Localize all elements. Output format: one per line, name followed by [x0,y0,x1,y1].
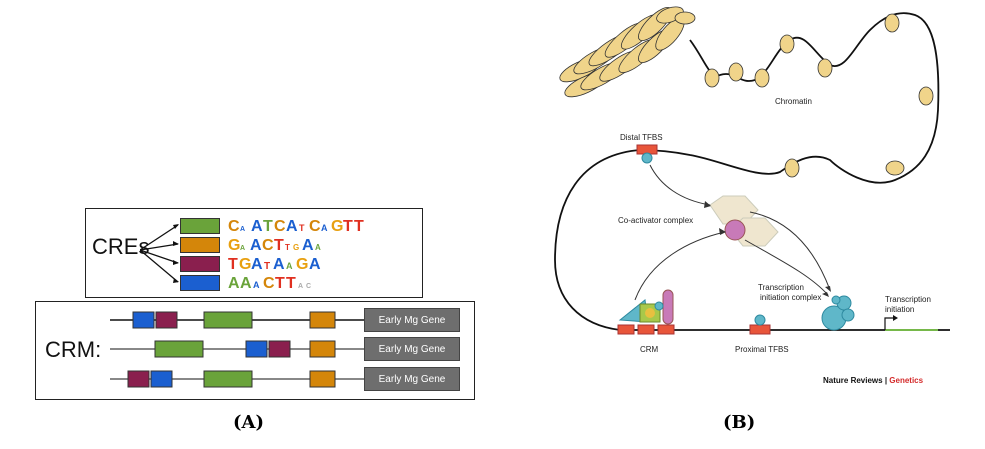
compacted-chromatin [559,6,696,98]
crm-row-2 [110,340,365,358]
motif-logo-2: G A A C T T G A A [228,237,321,254]
coactivator-hexagon-1 [709,195,759,225]
svg-text:T: T [299,223,305,233]
coactivator-sphere [724,219,746,241]
svg-text:A: A [273,256,285,273]
ti-label-line2: initiation [885,305,914,314]
svg-text:T: T [285,243,290,252]
cres-box [85,208,423,298]
crm-row-3 [110,370,365,388]
crm-site-2 [637,324,655,335]
svg-text:T: T [264,261,270,272]
proximal-tfbs-label: Proximal TFBS [735,345,789,354]
svg-text:A: A [286,218,298,235]
svg-text:C: C [274,218,286,235]
svg-text:A: A [302,237,314,254]
crm-label: CRM: [45,337,102,362]
caption-b: (B) [723,412,756,433]
distal-tf-protein [641,152,653,164]
crm-protein-pink [662,289,674,325]
svg-text:A: A [250,237,262,254]
svg-text:T: T [354,218,364,235]
svg-text:A: A [315,243,321,252]
crm-diagram-label: CRM [640,345,659,354]
cre-box-orange [180,237,220,253]
motif-logos: C A A T C A T C A G T T G A A C T T G A … [228,218,364,292]
svg-text:A: A [240,226,245,233]
svg-text:T: T [263,218,273,235]
gene-box-2: Early Mg Gene [364,337,460,361]
distal-tfbs-label: Distal TFBS [620,133,663,142]
svg-text:A: A [240,245,245,252]
crm-rows [110,311,365,388]
tss-arrow [884,317,895,330]
svg-text:A: A [253,280,260,290]
svg-text:A: A [240,275,252,292]
svg-text:C: C [228,218,240,235]
svg-text:C: C [306,283,311,290]
proximal-tfbs [749,324,771,335]
cres-label: CREs [92,234,150,259]
cre-box-blue [180,275,220,291]
svg-text:A: A [228,275,240,292]
svg-text:A: A [251,218,263,235]
cre-box-maroon [180,256,220,272]
initiation-complex [821,295,855,331]
motif-logo-3: T G A T A A G A [228,256,321,273]
ti-label-line1: Transcription [885,295,931,304]
svg-text:C: C [309,218,321,235]
svg-text:T: T [343,218,353,235]
motif-logo-1: C A A T C A T C A G T T [228,218,364,235]
journal-label: Nature Reviews | Genetics [823,376,924,385]
svg-text:T: T [275,275,285,292]
svg-text:G: G [293,243,299,252]
crm-site-1 [617,324,635,335]
crm-site-3 [657,324,675,335]
tic-label-line2: initiation complex [760,293,821,302]
gene-box-1: Early Mg Gene [364,308,460,332]
svg-text:C: C [262,237,274,254]
crm-row-1 [110,311,365,329]
dna-loop [554,149,950,331]
proximal-tf-protein [754,314,766,326]
svg-text:A: A [321,223,328,233]
panel-b: Chromatin Distal TFBS Co-activator compl… [540,0,980,449]
chromatin-label: Chromatin [775,97,812,106]
nucleosomes [704,13,934,178]
svg-text:A: A [286,261,293,271]
svg-text:T: T [274,237,284,254]
caption-a: (A) [233,412,264,433]
cre-box-green [180,218,220,234]
cres-arrows [140,224,179,283]
tic-label-line1: Transcription [758,283,804,292]
panel-a: CREs C A A T C A T C A G [0,0,480,449]
svg-text:T: T [286,275,296,292]
svg-text:G: G [228,237,240,254]
svg-text:A: A [251,256,263,273]
svg-text:G: G [239,256,251,273]
svg-text:G: G [331,218,343,235]
gene-box-3: Early Mg Gene [364,367,460,391]
coactivator-label: Co-activator complex [618,216,693,225]
svg-text:G: G [296,256,308,273]
gene-regulation-diagram: Chromatin Distal TFBS Co-activator compl… [554,6,950,385]
svg-text:C: C [263,275,275,292]
svg-text:A: A [298,283,303,290]
svg-text:A: A [309,256,321,273]
svg-text:T: T [228,256,238,273]
motif-logo-4: A A A C T T A C [228,275,311,292]
